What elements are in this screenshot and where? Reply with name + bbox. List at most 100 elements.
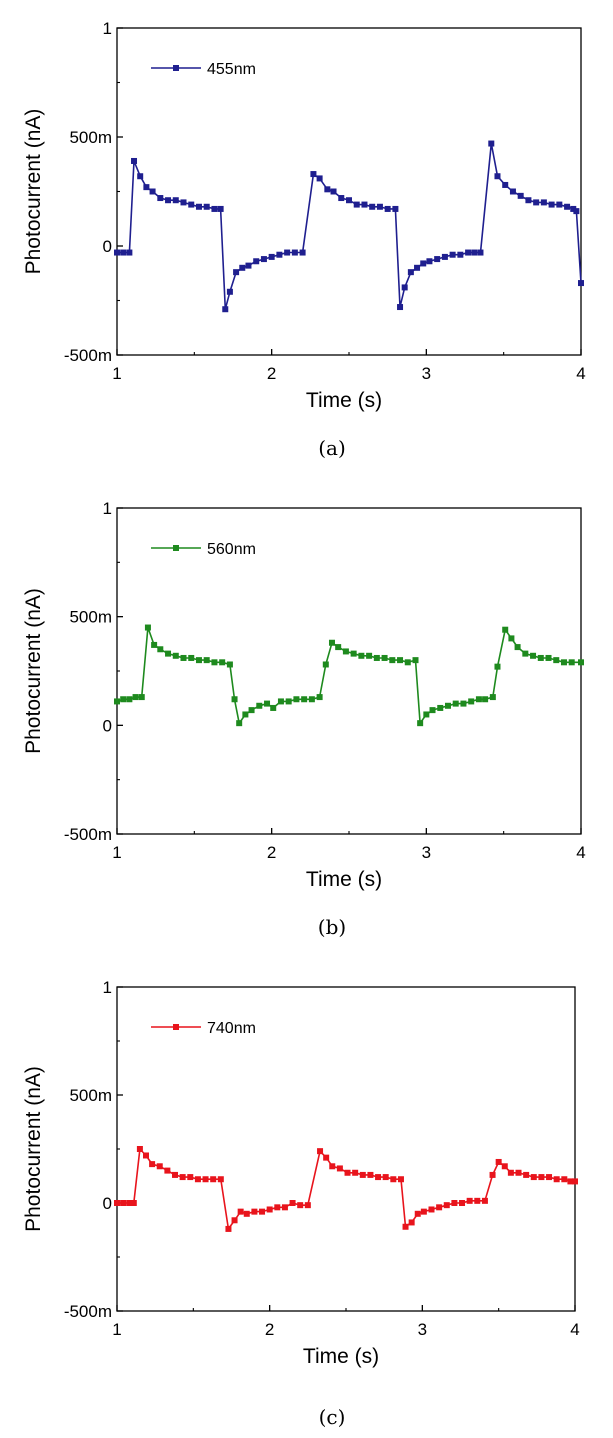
x-tick-label: 2	[267, 843, 276, 862]
data-point	[401, 284, 408, 291]
data-point	[164, 1167, 171, 1174]
data-point	[494, 663, 501, 670]
data-point	[149, 188, 156, 195]
data-point	[553, 657, 560, 664]
data-point	[225, 1225, 232, 1232]
data-point	[530, 652, 537, 659]
data-point	[358, 652, 365, 659]
data-point	[367, 1171, 374, 1178]
data-point	[144, 624, 151, 631]
data-point	[507, 1169, 514, 1176]
data-point	[444, 702, 451, 709]
data-point	[299, 249, 306, 256]
data-point	[501, 1163, 508, 1170]
data-point	[172, 197, 179, 204]
data-point	[211, 205, 218, 212]
data-point	[131, 157, 138, 164]
y-tick-label: 1	[103, 499, 112, 518]
data-point	[451, 1200, 458, 1206]
data-point	[188, 654, 195, 661]
data-point	[237, 1208, 244, 1215]
data-point	[323, 1154, 330, 1161]
data-point	[449, 251, 456, 258]
data-point	[352, 1169, 359, 1176]
data-point	[361, 201, 368, 208]
data-point	[533, 199, 540, 206]
data-point	[384, 205, 391, 212]
data-point	[226, 288, 233, 295]
data-point	[264, 700, 271, 707]
data-point	[369, 203, 376, 210]
data-point	[308, 696, 315, 703]
data-point	[336, 1165, 343, 1172]
data-point	[266, 1206, 273, 1213]
data-point	[546, 1174, 553, 1181]
data-point	[560, 659, 567, 666]
data-point	[538, 1174, 545, 1181]
data-point	[390, 1176, 397, 1183]
data-point	[460, 700, 467, 707]
data-point	[475, 696, 482, 703]
legend-marker	[173, 1024, 179, 1030]
y-tick-label: 500m	[69, 608, 112, 627]
data-point	[143, 184, 150, 191]
y-tick-label: 1	[103, 19, 112, 38]
legend-label: 455nm	[207, 61, 256, 78]
data-point	[523, 1171, 530, 1178]
data-point	[443, 1202, 450, 1209]
data-point	[468, 698, 475, 705]
y-tick-label: -500m	[64, 1302, 112, 1321]
data-point	[494, 173, 501, 180]
data-point	[573, 208, 580, 215]
chart-panel: 1 2 3 4 -500m 0 500m 1 Time (s) Photocurrent (nA)…	[22, 499, 586, 939]
data-point	[156, 1163, 163, 1170]
data-point	[120, 696, 127, 703]
data-point	[203, 657, 210, 664]
data-point	[172, 652, 179, 659]
data-point	[219, 659, 226, 666]
data-point	[293, 696, 300, 703]
data-point	[291, 249, 298, 256]
data-point	[428, 1206, 435, 1213]
data-point	[397, 657, 404, 664]
data-point	[130, 1200, 137, 1206]
data-point	[381, 654, 388, 661]
data-point	[471, 249, 478, 256]
legend-marker	[173, 65, 179, 71]
x-tick-label: 4	[576, 364, 585, 383]
y-tick-label: 500m	[69, 1086, 112, 1105]
y-tick-label: 0	[103, 716, 112, 735]
data-point	[578, 659, 584, 666]
data-point	[508, 635, 515, 642]
data-point	[285, 698, 292, 705]
data-point	[114, 698, 120, 705]
data-point	[474, 1197, 481, 1204]
data-point	[408, 1219, 415, 1226]
data-point	[572, 1178, 578, 1185]
data-point	[217, 1176, 224, 1183]
data-point	[545, 654, 552, 661]
data-point	[268, 253, 275, 260]
x-tick-label: 3	[422, 843, 431, 862]
data-point	[426, 258, 433, 265]
data-point	[157, 646, 164, 653]
data-point	[412, 657, 419, 664]
data-point	[126, 696, 133, 703]
data-point	[375, 1174, 382, 1181]
data-point	[136, 1146, 143, 1152]
data-point	[188, 201, 195, 208]
data-point	[567, 1178, 574, 1185]
data-point	[540, 199, 547, 206]
data-point	[514, 644, 521, 651]
data-point	[457, 251, 464, 258]
data-point	[373, 654, 380, 661]
data-point	[242, 711, 249, 718]
x-tick-label: 1	[112, 364, 121, 383]
series-line	[116, 626, 581, 725]
x-axis-title: Time (s)	[306, 868, 382, 891]
x-tick-label: 2	[267, 364, 276, 383]
data-point	[376, 203, 383, 210]
data-point	[284, 249, 291, 256]
data-point	[495, 1158, 502, 1165]
data-point	[126, 249, 133, 256]
